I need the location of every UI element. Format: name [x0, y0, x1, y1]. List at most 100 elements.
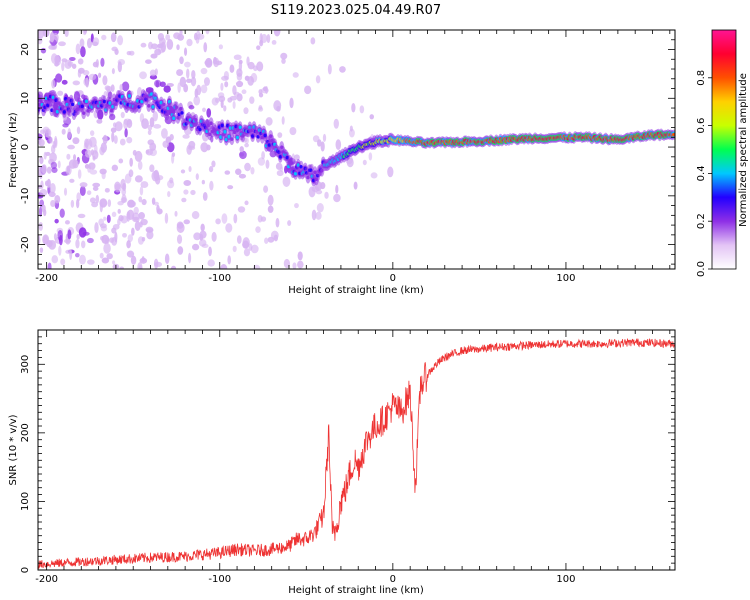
spectrogram-noise-cell — [120, 111, 125, 119]
spectrogram-noise-cell — [107, 199, 112, 207]
spectrogram-ridge — [38, 88, 675, 187]
spectrogram-noise-cell — [58, 245, 62, 256]
spectrogram-noise-cell — [273, 234, 279, 242]
snr-ticks: -200 -100 0 100 0 100 200 300 — [20, 329, 675, 585]
spectrogram-noise-cell — [111, 131, 115, 143]
spectrogram-noise-cell — [169, 134, 174, 141]
spectrogram-noise-cell — [157, 43, 166, 54]
spectrogram-noise-cell — [73, 154, 77, 161]
spectrogram-noise-cell — [140, 181, 149, 189]
spectrogram-noise-cell — [370, 172, 378, 179]
spectrogram-noise-cell — [72, 137, 80, 145]
spectrogram-noise-cell — [232, 245, 237, 253]
spectrogram-noise-cell — [141, 118, 149, 130]
spectrogram-noise-cell — [39, 188, 48, 197]
spectrogram-noise-cell — [221, 75, 229, 81]
spectrogram-ridge-core — [80, 104, 84, 109]
spectrogram-noise-cell — [211, 97, 219, 106]
spectrogram-noise-cell — [64, 220, 70, 225]
spectrogram-noise-cell — [140, 42, 147, 48]
spectrogram-noise-cell — [191, 69, 196, 80]
spectrogram-noise-cell — [235, 168, 242, 175]
spectrogram-noise-cell — [137, 262, 143, 269]
spectrogram-noise-cell — [182, 134, 190, 139]
spectrogram-noise-cell — [200, 223, 205, 232]
spectrogram-noise-cell — [186, 38, 193, 47]
spectrogram-noise-cell — [104, 237, 110, 244]
spectrogram-noise-cell — [224, 81, 229, 88]
spectrogram-ridge-core — [162, 102, 166, 107]
spectrogram-ridge-core — [672, 132, 675, 137]
spectrogram-noise-cell — [346, 157, 354, 168]
spectrogram-noise-cell — [111, 211, 117, 218]
spectrogram-noise-cell — [40, 129, 45, 134]
spectrogram-noise-cell — [208, 246, 212, 257]
spectrogram-noise-cell — [38, 30, 45, 39]
spectrogram-noise-cell — [110, 127, 117, 133]
spectrogram-noise-cell — [120, 215, 128, 224]
spectrogram-noise-cell — [84, 138, 90, 148]
spectrogram-noise-cell — [316, 203, 324, 213]
spectrogram-noise-cell — [283, 258, 290, 269]
spectrogram-noise-cell — [120, 197, 128, 203]
spectrogram-noise-cell — [169, 177, 174, 184]
spectrogram-noise-cell — [273, 100, 282, 111]
spectrogram-noise-cell — [92, 182, 101, 188]
spectrogram-x-tick-label: 0 — [390, 273, 396, 284]
snr-y-tick-label: 200 — [20, 423, 31, 442]
spectrogram-noise-cell — [260, 87, 269, 94]
spectrogram-noise-cell — [235, 80, 244, 88]
spectrogram-noise-cell — [134, 175, 143, 183]
spectrogram-ridge-core — [194, 118, 198, 122]
spectrogram-noise-cell — [242, 237, 250, 248]
spectrogram-noise-cell — [265, 159, 270, 169]
spectrogram-noise-cell — [171, 152, 176, 157]
spectrogram-noise-cell — [233, 54, 242, 61]
spectrogram-noise-cell — [188, 252, 192, 264]
spectrogram-noise-cell — [42, 30, 50, 38]
spectrogram-noise-cell — [244, 75, 250, 81]
spectrogram-noise-cell — [183, 189, 189, 195]
spectrogram-noise-cell — [134, 150, 143, 162]
spectrogram-noise-cell — [276, 169, 284, 177]
spectrogram-noise-cell — [117, 35, 124, 46]
snr-x-tick-label: -200 — [35, 574, 58, 585]
spectrogram-noise-cell — [244, 162, 251, 172]
spectrogram-noise-cell — [195, 37, 200, 44]
spectrogram-noise-cell — [176, 69, 184, 76]
spectrogram-noise-cell — [50, 200, 56, 208]
spectrogram-noise-cell — [244, 143, 249, 148]
spectrogram-noise-cell — [204, 57, 213, 68]
spectrogram-noise-cell — [188, 105, 195, 110]
spectrogram-noise-cell — [250, 167, 255, 175]
spectrogram-noise-cell — [79, 182, 88, 188]
spectrogram-noise-cell — [229, 64, 235, 73]
spectrogram-noise-cell — [94, 222, 99, 234]
spectrogram-noise-cell — [137, 160, 143, 171]
spectrogram-noise-cell — [137, 236, 144, 245]
spectrogram-noise-cell — [218, 44, 224, 50]
spectrogram-noise-cell — [78, 227, 87, 238]
spectrogram-noise-cell — [38, 221, 44, 231]
spectrogram-noise-cell — [69, 178, 75, 183]
spectrogram-noise-cell — [190, 76, 197, 87]
spectrogram-noise-cell — [161, 128, 168, 139]
spectrogram-noise-cell — [315, 75, 321, 84]
spectrogram-noise-cell — [106, 214, 111, 224]
spectrogram-noise-cell — [292, 72, 299, 78]
spectrogram-noise-cell — [123, 118, 132, 126]
spectrogram-noise-cell — [54, 218, 59, 224]
spectrogram-noise-cell — [76, 126, 81, 135]
spectrogram-noise-cell — [47, 262, 52, 269]
spectrogram-noise-cell — [121, 187, 127, 196]
spectrogram-noise-cell — [127, 234, 134, 243]
spectrogram-noise-cell — [183, 219, 190, 225]
spectrogram-noise-cell — [53, 233, 57, 241]
spectrogram-noise-cell — [327, 63, 332, 75]
spectrogram-noise-cell — [203, 42, 208, 53]
spectrogram-ridge-core — [71, 102, 75, 107]
spectrogram-noise-cell — [349, 125, 353, 132]
spectrogram-noise-cell — [153, 124, 162, 129]
spectrogram-noise-cell — [297, 251, 303, 261]
